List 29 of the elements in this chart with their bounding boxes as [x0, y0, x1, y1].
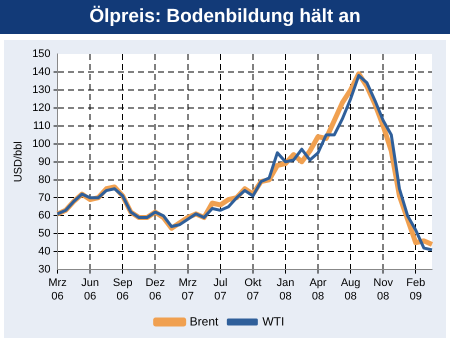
x-tick-label: Nov 08	[373, 277, 394, 302]
y-tick-label: 130	[32, 84, 51, 96]
x-tick-label: Dez 06	[145, 277, 166, 302]
y-tick-label: 70	[38, 192, 51, 204]
y-tick-label: 80	[38, 174, 51, 186]
y-tick-label: 140	[32, 66, 51, 78]
y-tick-label: 30	[38, 264, 51, 276]
x-tick-label: Sep 06	[112, 277, 132, 302]
x-tick-label: Mrz 06	[48, 277, 67, 302]
x-tick-label: Jan 08	[276, 277, 294, 302]
y-tick-label: 90	[38, 156, 51, 168]
y-tick-label: 110	[33, 120, 51, 132]
x-tick-label: Okt 07	[244, 277, 262, 302]
chart-title: Ölpreis: Bodenbildung hält an	[0, 0, 450, 34]
x-tick-label: Mrz 07	[178, 277, 197, 302]
y-tick-label: 120	[32, 102, 51, 114]
x-tick-label: Apr 08	[309, 277, 327, 302]
y-axis-title: USD/bbl	[12, 141, 25, 182]
y-tick-label: 60	[38, 210, 51, 222]
y-tick-label: 150	[32, 48, 51, 60]
y-tick-label: 100	[32, 138, 51, 150]
y-tick-label: 40	[38, 246, 51, 258]
y-tick-label: 50	[38, 228, 51, 240]
legend-label: WTI	[262, 314, 284, 328]
x-tick-label: Jun 06	[81, 277, 99, 302]
legend-label: Brent	[190, 314, 220, 328]
x-tick-label: Jul 07	[213, 277, 228, 302]
x-tick-label: Feb 09	[406, 277, 426, 302]
x-tick-label: Aug 08	[340, 277, 360, 302]
